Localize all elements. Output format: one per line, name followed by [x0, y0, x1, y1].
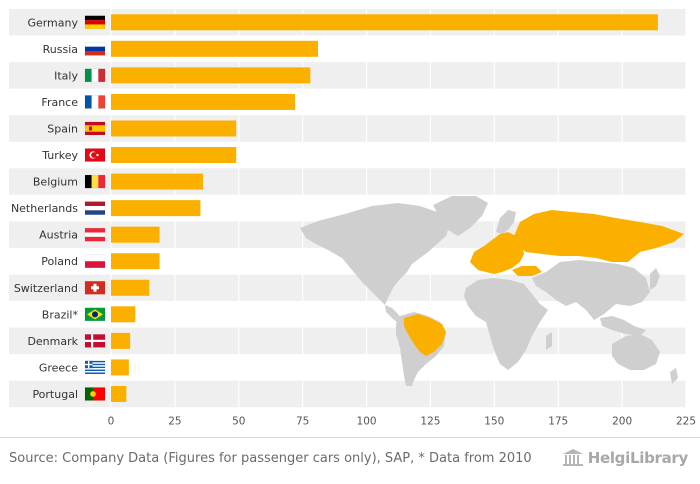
australia-shape	[612, 334, 660, 370]
europe-shape	[470, 232, 524, 274]
category-label: Austria	[39, 229, 78, 242]
category-label: Russia	[43, 43, 78, 56]
italy-flag	[84, 68, 106, 83]
source-note: Source: Company Data (Figures for passen…	[9, 451, 532, 466]
spain-flag	[84, 121, 106, 136]
category-labels: Germany Russia Italy France Spain Turkey Belgi…	[11, 16, 79, 401]
brazil-flag	[84, 307, 106, 322]
world-map	[300, 196, 684, 386]
category-label: France	[41, 96, 78, 109]
tick-label: 100	[357, 415, 377, 427]
tick-label: 0	[108, 415, 115, 427]
madagascar-shape	[546, 332, 552, 350]
tick-label: 25	[168, 415, 181, 427]
bar	[111, 67, 311, 84]
logo-text: HelgiLibrary	[587, 449, 689, 467]
category-label: Portugal	[32, 388, 78, 401]
north-america-shape	[300, 203, 450, 305]
tick-label: 150	[484, 415, 504, 427]
bar	[111, 40, 318, 57]
bar	[111, 253, 160, 270]
bar	[111, 93, 295, 110]
category-label: Denmark	[27, 335, 78, 348]
brazil-shape	[404, 314, 446, 356]
tick-label: 175	[548, 415, 568, 427]
bar	[111, 173, 203, 190]
southeast-asia-shape	[600, 316, 646, 336]
tick-label: 50	[232, 415, 245, 427]
tick-label: 75	[296, 415, 309, 427]
category-label: Germany	[27, 16, 78, 29]
category-label: Spain	[47, 122, 78, 135]
poland-flag	[84, 254, 106, 268]
category-label: Netherlands	[11, 202, 78, 215]
category-label: Switzerland	[14, 282, 78, 295]
bar	[111, 200, 201, 217]
russia-flag	[84, 42, 106, 56]
turkey-flag	[84, 148, 106, 162]
belgium-flag	[84, 174, 106, 189]
category-label: Belgium	[33, 176, 78, 189]
bar	[111, 279, 150, 296]
bar	[111, 332, 131, 349]
asia-shape	[532, 260, 650, 320]
tick-label: 125	[420, 415, 440, 427]
category-label: Greece	[39, 361, 78, 374]
footer: Source: Company Data (Figures for passen…	[0, 437, 700, 484]
tick-label: 225	[676, 415, 696, 427]
africa-shape	[464, 278, 548, 370]
category-label: Turkey	[41, 149, 78, 162]
new-zealand-shape	[670, 368, 678, 384]
greenland-shape	[433, 196, 488, 236]
bar-chart: Germany Russia Italy France Spain Turkey Belgi…	[9, 9, 696, 427]
austria-flag	[84, 227, 106, 242]
bars	[111, 14, 658, 402]
bar	[111, 120, 237, 137]
library-building-icon	[562, 449, 583, 466]
flags	[84, 15, 106, 401]
scandinavia-shape	[496, 210, 516, 234]
netherlands-flag	[84, 201, 106, 215]
japan-shape	[650, 268, 660, 290]
germany-flag	[84, 15, 106, 30]
bar	[111, 306, 136, 323]
bar	[111, 226, 160, 243]
category-label: Italy	[54, 69, 78, 82]
greece-flag	[84, 360, 106, 375]
russia-shape	[514, 210, 684, 262]
turkey-shape	[512, 266, 542, 276]
bar	[111, 14, 658, 31]
portugal-flag	[84, 387, 106, 401]
x-axis-tick-labels: 0 25 50 75 100 125 150 175 200 225	[108, 415, 696, 427]
france-flag	[84, 95, 106, 109]
helgilibrary-logo: HelgiLibrary	[562, 449, 688, 467]
bar	[111, 147, 237, 164]
bar	[111, 359, 129, 376]
category-label: Poland	[41, 255, 78, 268]
bar	[111, 385, 127, 402]
category-label: Brazil*	[42, 308, 79, 321]
denmark-flag	[84, 334, 106, 348]
switzerland-flag	[84, 281, 106, 295]
tick-label: 200	[612, 415, 632, 427]
